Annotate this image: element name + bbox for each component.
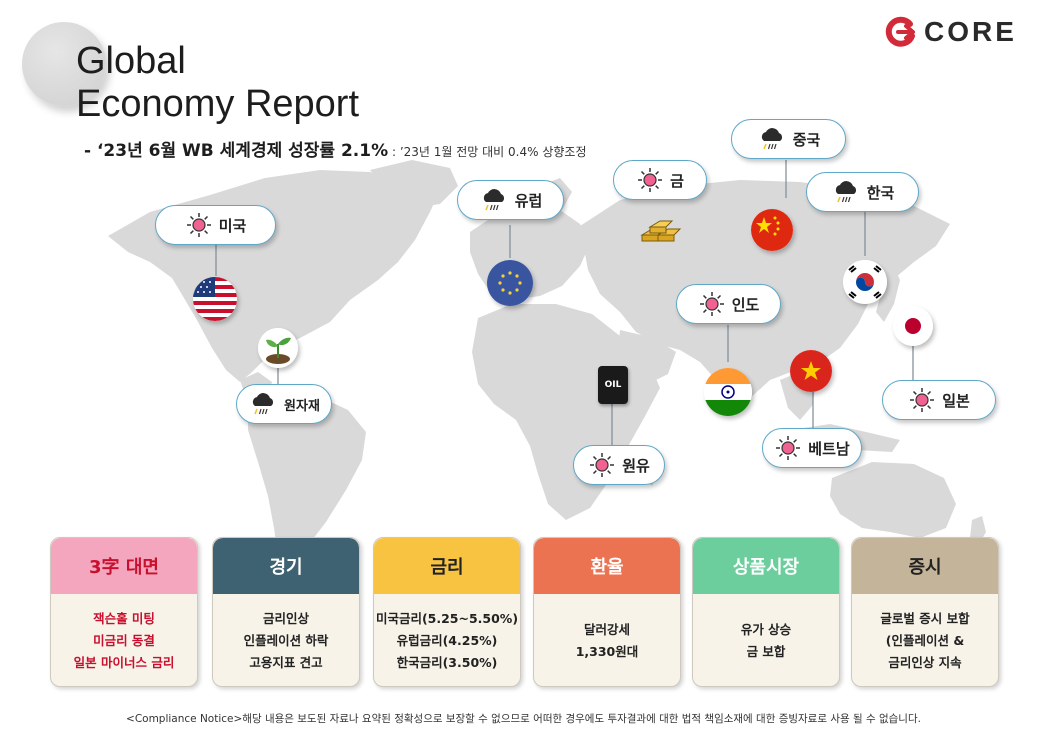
rain-cloud-icon bbox=[483, 189, 504, 211]
oil-barrel-icon: OIL bbox=[598, 366, 628, 404]
callout-china-label: 중국 bbox=[792, 130, 821, 149]
rain-cloud-icon bbox=[835, 181, 856, 203]
panel-interest-rate-body: 미국금리(5.25~5.50%) 유럽금리(4.25%) 한국금리(3.50%) bbox=[374, 594, 520, 686]
panel-3ja-line-3: 일본 마이너스 금리 bbox=[73, 655, 175, 670]
compliance-notice: <Compliance Notice>해당 내용은 보도된 자료나 요약된 정확… bbox=[126, 713, 921, 725]
connector-lines bbox=[215, 160, 914, 446]
callout-gold: 금 bbox=[613, 160, 707, 200]
panel-interest-rate-head: 금리 bbox=[374, 538, 520, 594]
india-flag bbox=[704, 368, 752, 416]
sun-icon bbox=[186, 213, 211, 237]
logo-text: CORE bbox=[924, 16, 1017, 47]
sprout-icon bbox=[258, 328, 298, 368]
panel-stock-market-line-1: 글로벌 증시 보합 bbox=[880, 611, 970, 626]
japan-flag bbox=[893, 306, 933, 346]
callout-vietnam: 베트남 bbox=[762, 428, 862, 468]
panel-3ja-title: 3字 대면 bbox=[89, 557, 159, 578]
arabia bbox=[618, 330, 676, 384]
panel-economy-line-1: 금리인상 bbox=[262, 611, 309, 626]
callout-korea-label: 한국 bbox=[866, 183, 895, 202]
callout-india-label: 인도 bbox=[731, 295, 760, 314]
core-logo-icon bbox=[885, 16, 915, 47]
panel-3ja-head: 3字 대면 bbox=[51, 538, 197, 594]
callout-korea: 한국 bbox=[806, 172, 919, 212]
panel-3ja-line-2: 미금리 동결 bbox=[93, 633, 155, 648]
sun-icon bbox=[638, 168, 663, 192]
subtitle: - ‘23년 6월 WB 세계경제 성장률 2.1% : ’23년 1월 전망 … bbox=[84, 136, 587, 161]
callout-crude-oil: 원유 bbox=[573, 445, 665, 485]
page-title: Global Economy Report bbox=[76, 40, 359, 126]
panel-commodities-body: 유가 상승 금 보합 bbox=[693, 594, 839, 686]
australia bbox=[830, 462, 956, 538]
panel-economy-line-2: 인플레이션 하락 bbox=[243, 633, 329, 648]
callout-europe-label: 유럽 bbox=[514, 191, 543, 210]
gold-bars-icon bbox=[638, 215, 684, 251]
title-line-2: Economy Report bbox=[76, 83, 360, 125]
sun-icon bbox=[699, 292, 724, 316]
callout-usa: 미국 bbox=[155, 205, 276, 245]
greenland bbox=[370, 160, 458, 208]
callout-usa-label: 미국 bbox=[218, 216, 247, 235]
rain-cloud-icon bbox=[252, 393, 274, 415]
panel-interest-rate-line-3: 한국금리(3.50%) bbox=[396, 655, 498, 670]
decorative-circle bbox=[22, 22, 106, 106]
callout-japan: 일본 bbox=[882, 380, 996, 420]
core-logo: CORE bbox=[884, 16, 1017, 48]
panel-commodities-title: 상품시장 bbox=[732, 557, 800, 578]
rain-cloud-icon bbox=[761, 128, 782, 150]
panel-exchange-rate: 환율 달러강세 1,330원대 bbox=[533, 537, 681, 687]
panel-interest-rate-line-2: 유럽금리(4.25%) bbox=[396, 633, 498, 648]
callout-japan-label: 일본 bbox=[942, 391, 970, 410]
panel-stock-market-line-2: (인플레이션 & bbox=[885, 633, 965, 648]
panel-interest-rate-title: 금리 bbox=[430, 557, 464, 578]
panel-exchange-rate-line-1: 달러강세 bbox=[583, 622, 630, 637]
panel-stock-market-head: 증시 bbox=[852, 538, 998, 594]
panel-exchange-rate-head: 환율 bbox=[534, 538, 680, 594]
oil-barrel-label: OIL bbox=[604, 380, 622, 390]
panel-commodities: 상품시장 유가 상승 금 보합 bbox=[692, 537, 840, 687]
sun-icon bbox=[776, 436, 801, 460]
eu-flag bbox=[487, 260, 533, 306]
panel-exchange-rate-line-2: 1,330원대 bbox=[575, 644, 639, 659]
korea-flag bbox=[843, 260, 887, 304]
panel-commodities-line-1: 유가 상승 bbox=[740, 622, 792, 637]
panel-exchange-rate-title: 환율 bbox=[590, 557, 624, 578]
callout-raw-materials: 원자재 bbox=[236, 384, 332, 424]
callout-vietnam-label: 베트남 bbox=[808, 439, 850, 458]
title-line-1: Global bbox=[76, 40, 186, 82]
sun-icon bbox=[590, 453, 615, 477]
subtitle-note: : ’23년 1월 전망 대비 0.4% 상향조정 bbox=[388, 145, 587, 159]
sun-icon bbox=[910, 388, 935, 412]
vietnam-flag bbox=[790, 350, 832, 392]
callout-india: 인도 bbox=[676, 284, 781, 324]
panel-economy-title: 경기 bbox=[269, 557, 303, 578]
callout-raw-materials-label: 원자재 bbox=[284, 398, 320, 414]
callout-europe: 유럽 bbox=[457, 180, 564, 220]
south-america bbox=[248, 388, 366, 566]
panel-3ja: 3字 대면 잭슨홀 미팅 미금리 동결 일본 마이너스 금리 bbox=[50, 537, 198, 687]
panel-interest-rate-line-1: 미국금리(5.25~5.50%) bbox=[375, 611, 519, 626]
panel-3ja-body: 잭슨홀 미팅 미금리 동결 일본 마이너스 금리 bbox=[51, 594, 197, 686]
panel-stock-market-body: 글로벌 증시 보합 (인플레이션 & 금리인상 지속 bbox=[852, 594, 998, 686]
callout-crude-oil-label: 원유 bbox=[622, 456, 650, 475]
panel-stock-market-title: 증시 bbox=[908, 557, 942, 578]
callout-gold-label: 금 bbox=[670, 171, 684, 190]
china-flag bbox=[751, 209, 793, 251]
callout-china: 중국 bbox=[731, 119, 846, 159]
panel-commodities-head: 상품시장 bbox=[693, 538, 839, 594]
panel-3ja-line-1: 잭슨홀 미팅 bbox=[93, 611, 155, 626]
panel-stock-market: 증시 글로벌 증시 보합 (인플레이션 & 금리인상 지속 bbox=[851, 537, 999, 687]
panel-economy-head: 경기 bbox=[213, 538, 359, 594]
subtitle-main: - ‘23년 6월 WB 세계경제 성장률 2.1% bbox=[84, 141, 389, 161]
panel-economy: 경기 금리인상 인플레이션 하락 고용지표 견고 bbox=[212, 537, 360, 687]
panel-exchange-rate-body: 달러강세 1,330원대 bbox=[534, 594, 680, 686]
usa-flag bbox=[193, 277, 237, 321]
panel-stock-market-line-3: 금리인상 지속 bbox=[888, 655, 962, 670]
panel-economy-body: 금리인상 인플레이션 하락 고용지표 견고 bbox=[213, 594, 359, 686]
panel-economy-line-3: 고용지표 견고 bbox=[249, 655, 323, 670]
panel-interest-rate: 금리 미국금리(5.25~5.50%) 유럽금리(4.25%) 한국금리(3.5… bbox=[373, 537, 521, 687]
panel-commodities-line-2: 금 보합 bbox=[746, 644, 786, 659]
